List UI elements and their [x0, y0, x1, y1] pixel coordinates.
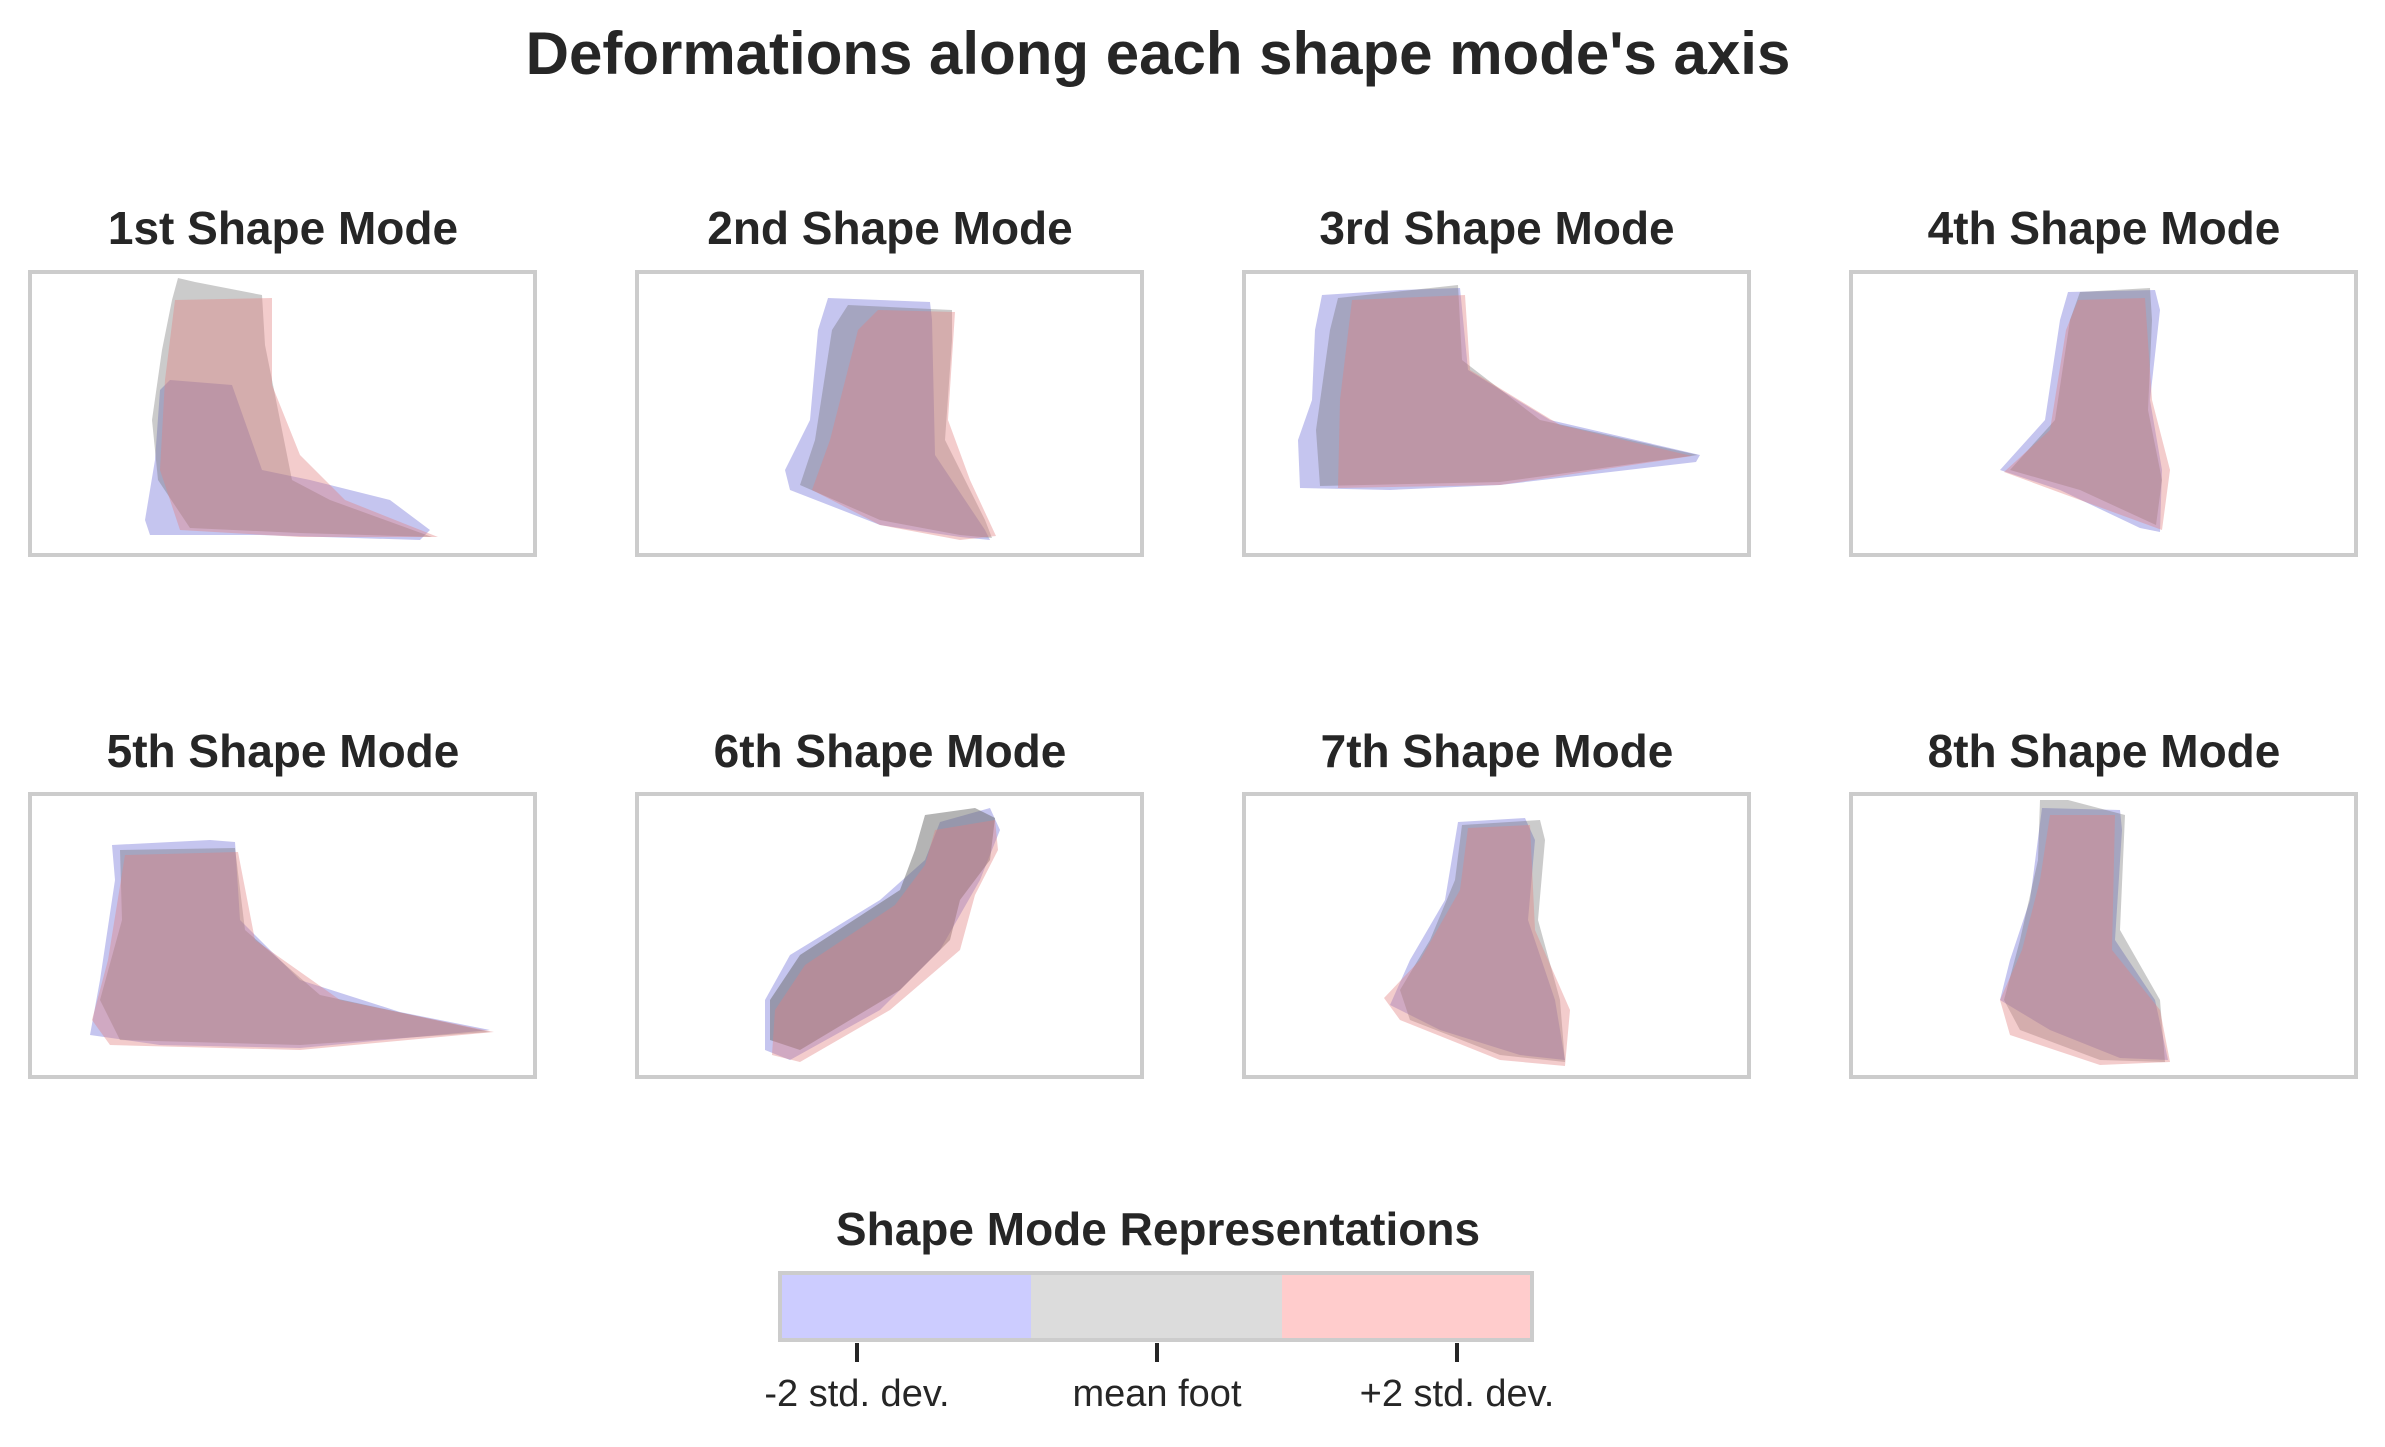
foot-mean [1316, 285, 1698, 486]
panel-frame-4 [1849, 270, 2358, 557]
panel-title-4: 4th Shape Mode [1928, 202, 2281, 254]
panel-frame-3 [1242, 270, 1751, 557]
panel-title-1: 1st Shape Mode [108, 202, 458, 254]
foot-overlay-8 [2000, 800, 2170, 1065]
panel-title-2: 2nd Shape Mode [707, 202, 1072, 254]
foot-overlay-3 [1298, 285, 1700, 490]
figure-title: Deformations along each shape mode's axi… [526, 20, 1791, 87]
panel-frame-8 [1849, 792, 2358, 1079]
foot-minus-2sd [1298, 288, 1700, 490]
foot-mean [152, 278, 432, 537]
panel-title-5: 5th Shape Mode [107, 725, 460, 777]
foot-mean [2004, 800, 2165, 1062]
foot-plus-2sd [1338, 295, 1692, 488]
panel-frame-6 [635, 792, 1144, 1079]
panel-frame-5 [28, 792, 537, 1079]
foot-plus-2sd [160, 298, 438, 537]
foot-minus-2sd [145, 380, 430, 540]
foot-mean [800, 305, 992, 538]
legend-swatch-minus-2sd [780, 1273, 1031, 1340]
foot-minus-2sd [2000, 808, 2168, 1060]
foot-mean [100, 848, 490, 1045]
panel-frame-7 [1242, 792, 1751, 1079]
foot-mean [1400, 820, 1565, 1062]
foot-plus-2sd [92, 852, 494, 1050]
foot-mean [770, 808, 995, 1050]
foot-plus-2sd [812, 310, 996, 540]
legend-label-plus-2sd: +2 std. dev. [1360, 1373, 1555, 1415]
legend-swatch-mean [1031, 1273, 1282, 1340]
legend: Shape Mode Representations -2 std. dev. … [764, 1203, 1554, 1415]
panel-frame-2 [635, 270, 1144, 557]
foot-minus-2sd [90, 840, 490, 1048]
legend-frame [778, 1271, 1534, 1342]
foot-plus-2sd [2000, 815, 2170, 1065]
foot-minus-2sd [2000, 290, 2162, 532]
legend-label-mean: mean foot [1073, 1373, 1242, 1415]
legend-title: Shape Mode Representations [836, 1203, 1480, 1255]
legend-label-minus-2sd: -2 std. dev. [764, 1373, 949, 1415]
legend-swatch-plus-2sd [1282, 1273, 1533, 1340]
foot-plus-2sd [2004, 298, 2170, 530]
panel-title-7: 7th Shape Mode [1321, 725, 1674, 777]
foot-plus-2sd [772, 820, 998, 1062]
panel-title-6: 6th Shape Mode [714, 725, 1067, 777]
foot-mean [2010, 288, 2162, 525]
foot-minus-2sd [1390, 818, 1565, 1060]
panel-frame-1 [28, 270, 537, 557]
foot-plus-2sd [1384, 825, 1570, 1066]
foot-overlay-5 [90, 840, 494, 1050]
foot-overlay-4 [2000, 288, 2170, 532]
foot-overlay-1 [145, 278, 438, 540]
panel-title-3: 3rd Shape Mode [1319, 202, 1674, 254]
foot-minus-2sd [785, 298, 990, 540]
foot-overlay-2 [785, 298, 996, 540]
foot-overlay-6 [765, 808, 1000, 1062]
foot-overlay-7 [1384, 818, 1570, 1066]
panel-title-8: 8th Shape Mode [1928, 725, 2281, 777]
